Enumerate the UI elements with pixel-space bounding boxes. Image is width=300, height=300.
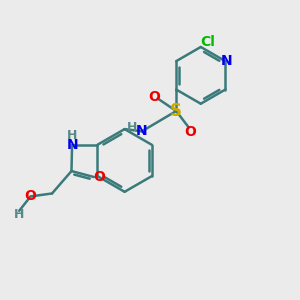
Text: O: O: [93, 170, 105, 184]
Text: O: O: [184, 125, 196, 139]
Text: O: O: [24, 189, 36, 203]
Text: N: N: [221, 54, 232, 68]
Text: N: N: [66, 138, 78, 152]
Text: N: N: [136, 124, 148, 138]
Text: Cl: Cl: [200, 35, 215, 50]
Text: O: O: [148, 90, 160, 104]
Text: H: H: [14, 208, 24, 221]
Text: S: S: [170, 102, 182, 120]
Text: H: H: [127, 121, 137, 134]
Text: H: H: [67, 129, 77, 142]
